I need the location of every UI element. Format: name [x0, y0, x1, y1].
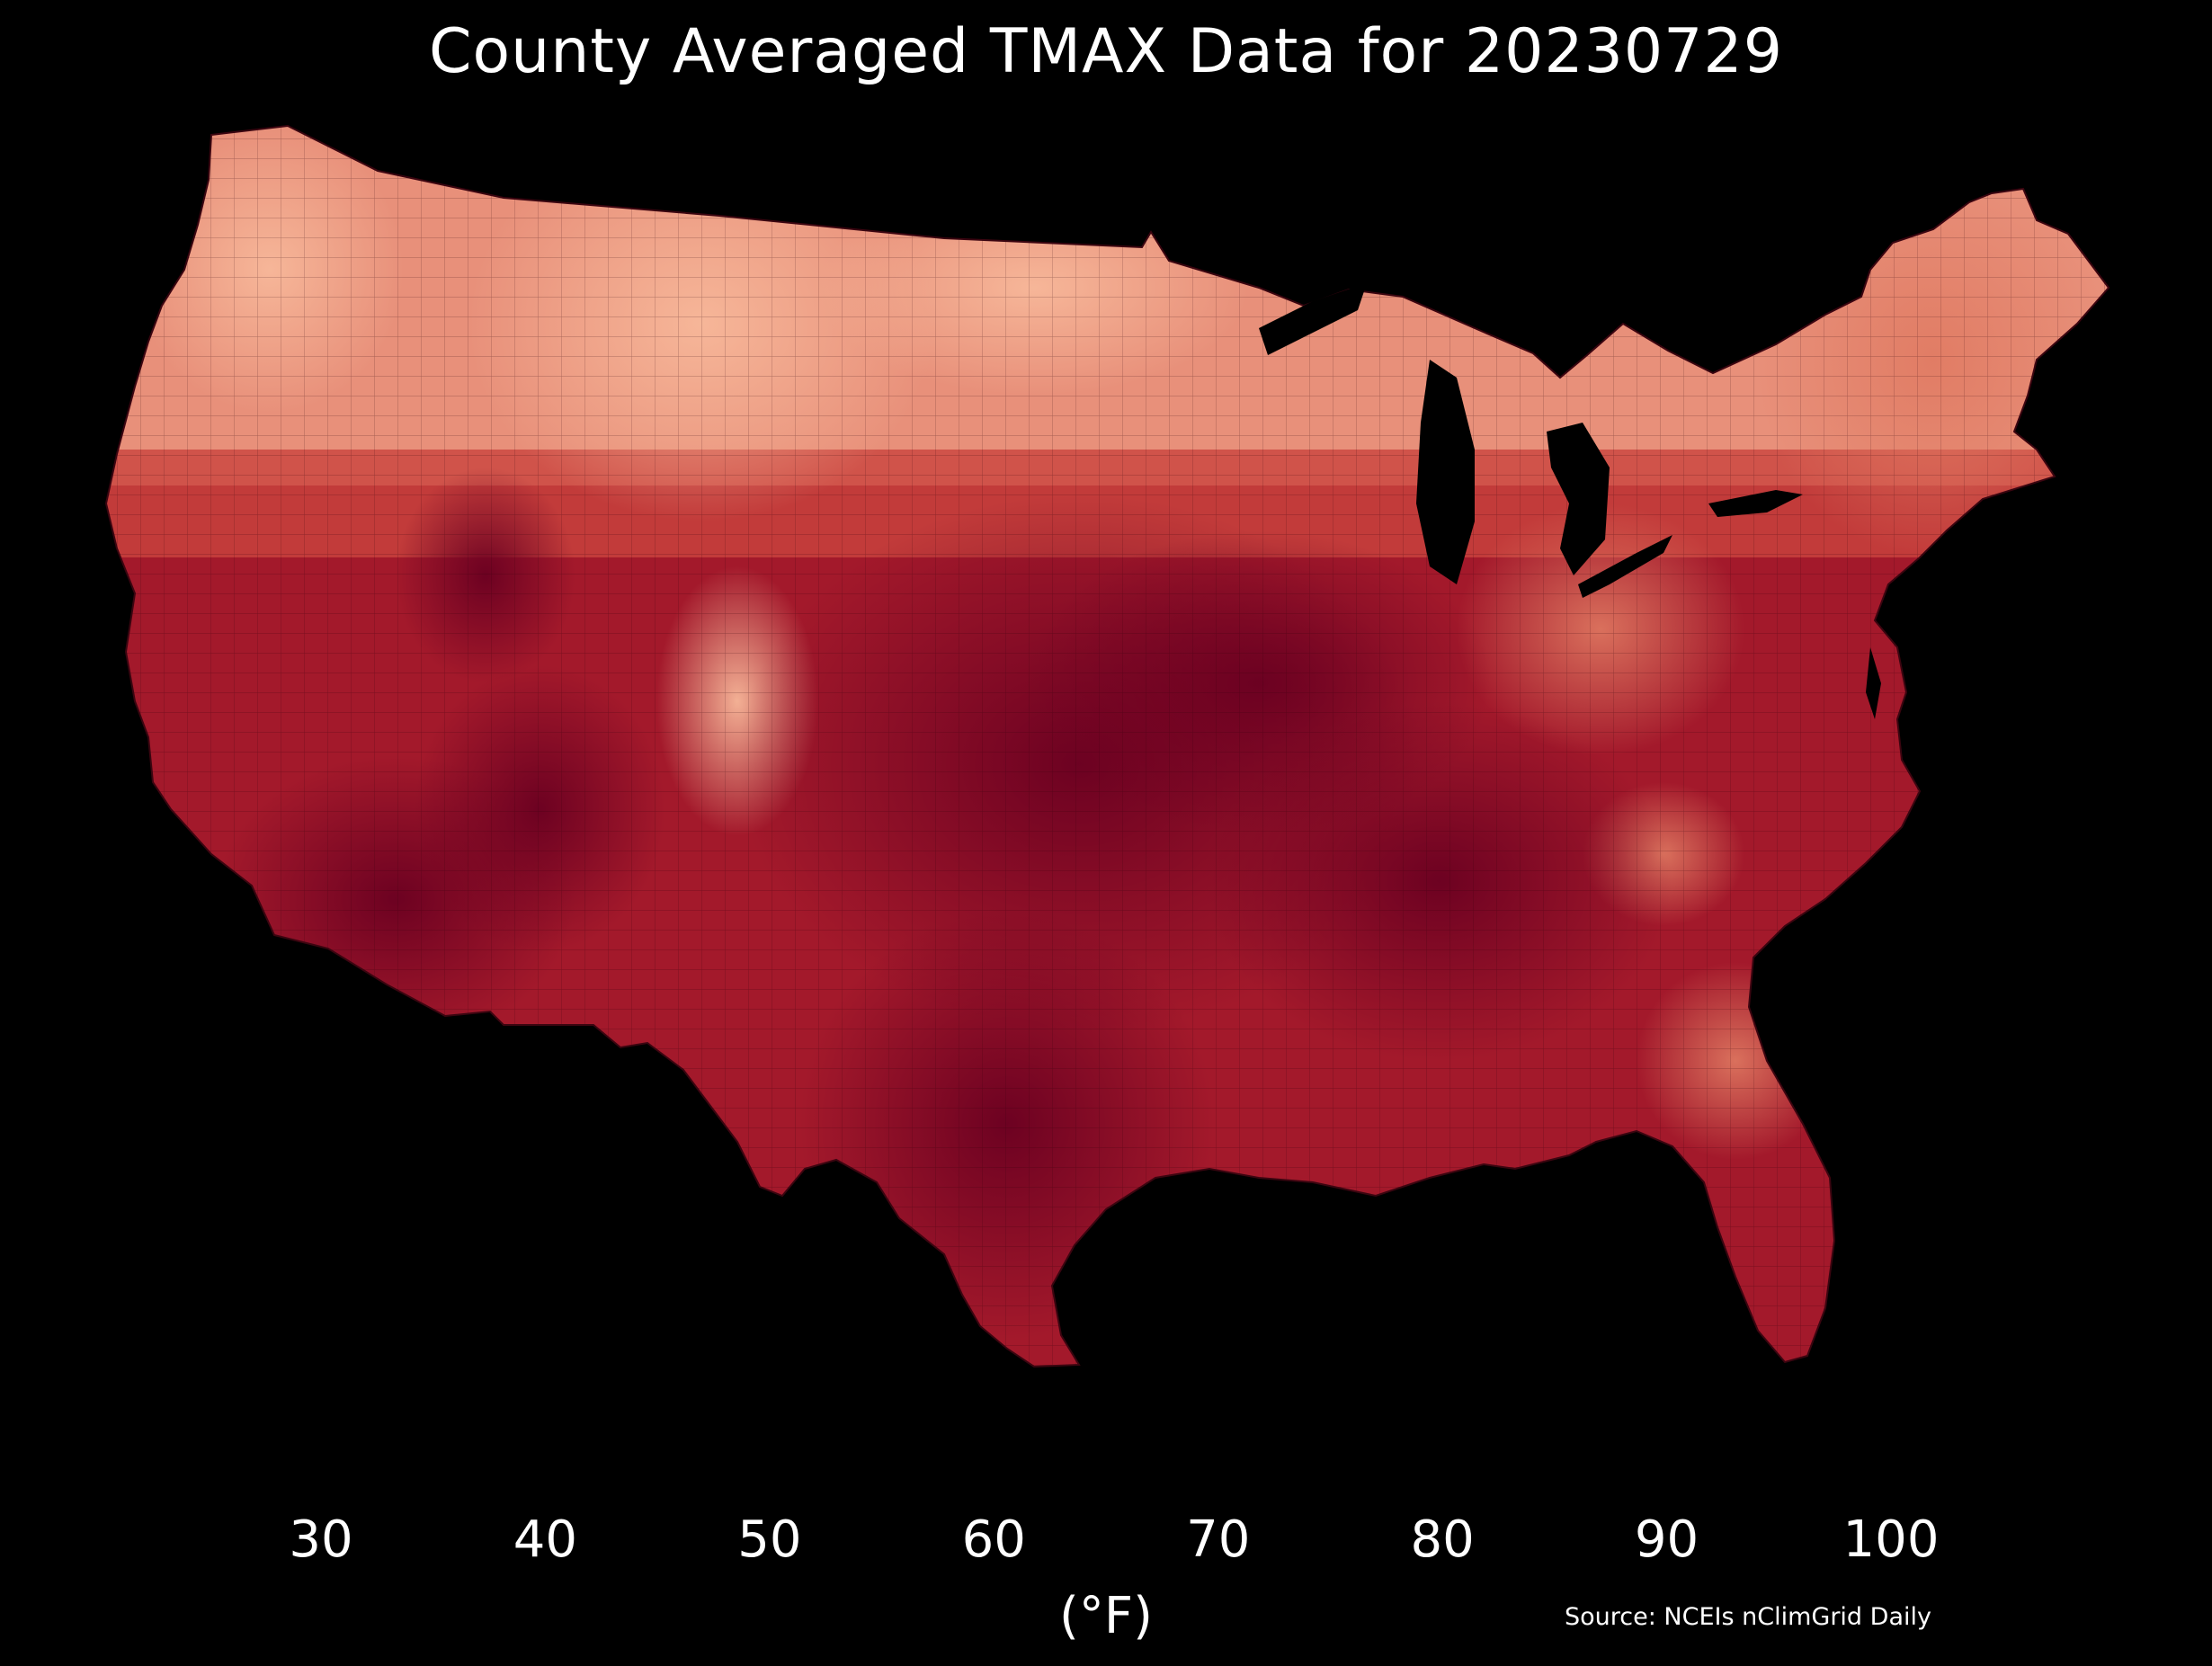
lake-ontario [1708, 490, 1803, 517]
chesapeake-bay [1866, 647, 1881, 719]
colorbar-tick: 70 [1186, 1510, 1251, 1569]
colorbar-tick: 40 [513, 1510, 578, 1569]
colorbar-unit-label: (°F) [1059, 1587, 1153, 1645]
colorbar-tick: 30 [289, 1510, 353, 1569]
lake-michigan [1416, 360, 1475, 584]
lake-erie [1578, 535, 1672, 598]
source-credit: Source: NCEIs nClimGrid Daily [1565, 1603, 1931, 1631]
lake-huron [1547, 423, 1610, 575]
colorbar-tick: 60 [961, 1510, 1026, 1569]
great-lakes [1259, 283, 1881, 719]
colorbar-tick: 90 [1634, 1510, 1699, 1569]
lake-superior [1259, 283, 1367, 355]
county-fill-layer [106, 126, 2109, 1367]
conus-outline [104, 124, 2110, 1368]
colorbar-tick: 100 [1842, 1510, 1940, 1569]
us-county-choropleth [104, 124, 2110, 1368]
map-title: County Averaged TMAX Data for 20230729 [429, 16, 1783, 87]
colorbar-tick: 50 [737, 1510, 802, 1569]
colorbar-tick: 80 [1410, 1510, 1475, 1569]
